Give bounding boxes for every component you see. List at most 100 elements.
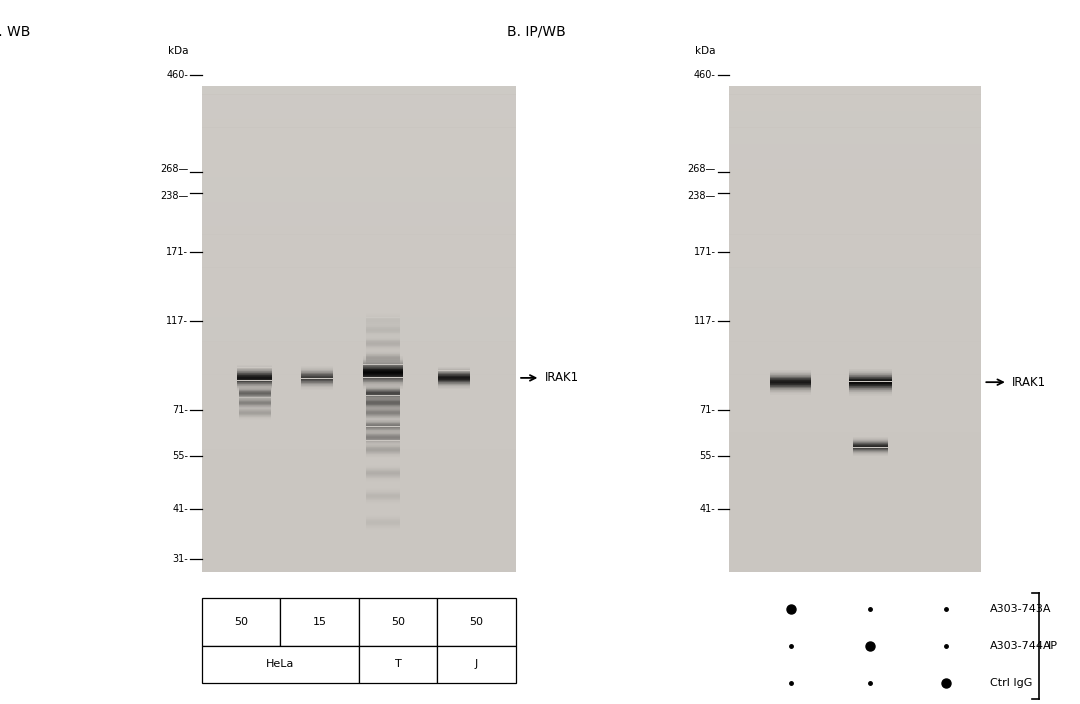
Bar [202,111,516,119]
Bar [729,94,981,103]
Bar [359,646,437,683]
Text: 50: 50 [234,617,247,627]
Bar [202,292,516,301]
Bar [363,384,403,385]
Bar [729,498,981,506]
Text: 268—: 268— [687,164,715,174]
Bar [363,386,403,387]
Bar [363,367,403,369]
Bar [729,473,981,482]
Bar [202,564,516,572]
Text: 71-: 71- [173,406,188,415]
Bar [202,555,516,564]
Bar [202,415,516,424]
Bar [202,646,359,683]
Bar [363,359,403,360]
Bar [729,218,981,226]
Bar [729,341,981,350]
Bar [202,317,516,325]
Bar [363,385,403,386]
Bar [202,268,516,275]
Text: IRAK1: IRAK1 [1012,376,1047,389]
Bar [202,94,516,103]
Bar [202,441,516,448]
Text: 41-: 41- [173,504,188,514]
Text: 55-: 55- [700,451,715,461]
Bar [729,482,981,490]
Bar [202,399,516,408]
Text: 31-: 31- [173,554,188,564]
Bar [363,379,403,380]
Text: 50: 50 [391,617,405,627]
Bar [729,366,981,375]
Bar [729,276,981,284]
Bar [280,598,359,646]
Bar [202,243,516,251]
Text: 15: 15 [312,617,326,627]
Bar [202,103,516,111]
Bar [202,358,516,366]
Bar [202,325,516,333]
Text: J: J [475,660,478,670]
Bar [202,152,516,161]
Text: 50: 50 [470,617,484,627]
Bar [202,424,516,432]
Text: 117-: 117- [166,315,188,325]
Bar [729,564,981,572]
Bar [729,441,981,448]
Bar [729,152,981,161]
Bar [729,515,981,522]
Bar [363,370,403,371]
Bar [202,136,516,144]
Text: HeLa: HeLa [266,660,295,670]
Bar [729,234,981,243]
Bar [729,383,981,391]
Bar [202,161,516,168]
Bar [729,539,981,547]
Bar [729,227,981,234]
Bar [729,78,981,87]
Bar [202,473,516,482]
Bar [202,539,516,547]
Bar [202,482,516,490]
Bar [363,383,403,384]
Bar [729,251,981,259]
Bar [729,548,981,555]
Bar [363,377,403,378]
Bar [729,185,981,194]
Bar [729,194,981,201]
Bar [363,365,403,366]
Bar [202,515,516,522]
Text: 41-: 41- [700,504,715,514]
Text: T: T [394,660,402,670]
Bar [729,268,981,275]
Bar [202,457,516,465]
Bar [202,383,516,391]
Bar [202,218,516,226]
Text: 268—: 268— [160,164,188,174]
Bar [729,177,981,185]
Bar [202,465,516,473]
Text: 55-: 55- [172,451,188,461]
Bar [729,415,981,424]
Bar [202,87,516,94]
Bar [729,432,981,440]
Bar [729,465,981,473]
Bar [437,646,516,683]
Bar [202,366,516,375]
Bar [363,378,403,379]
Bar [729,358,981,366]
Bar [363,372,403,373]
Bar [202,259,516,268]
Bar [363,357,403,358]
Bar [729,317,981,325]
Bar [202,432,516,440]
Bar [202,350,516,358]
Text: 238—: 238— [687,191,715,201]
Bar [729,448,981,457]
Bar [729,375,981,383]
Bar [729,490,981,498]
Bar [202,548,516,555]
Bar [202,334,516,341]
Bar [729,391,981,399]
